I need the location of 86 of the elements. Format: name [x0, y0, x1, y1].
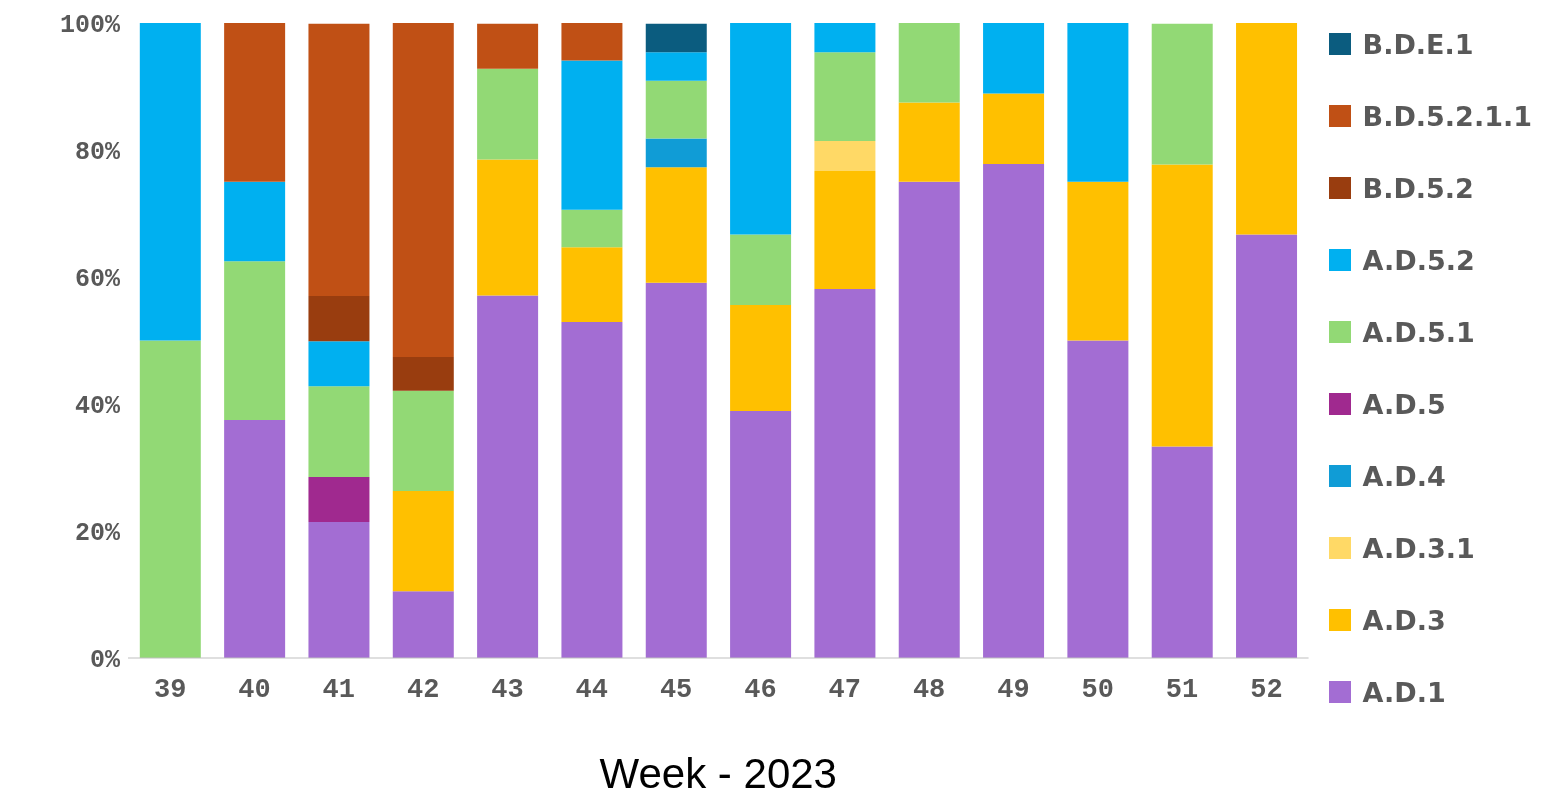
bar [1236, 234, 1298, 658]
legend-label: A.D.3.1 [1362, 532, 1475, 564]
bar [139, 23, 201, 341]
bar [730, 234, 792, 305]
legend-label: A.D.3 [1362, 604, 1446, 636]
bar [561, 209, 623, 248]
x-tick-label: 52 [1250, 675, 1283, 706]
x-tick-label: 39 [153, 675, 187, 706]
bar [561, 23, 623, 61]
bar [1236, 23, 1298, 235]
bar [645, 52, 707, 81]
y-tick-label: 60% [74, 264, 121, 294]
y-tick-label: 100% [59, 10, 121, 40]
x-tick-label: 46 [744, 675, 777, 706]
bar [730, 23, 792, 235]
bar [308, 522, 370, 658]
bar [814, 170, 876, 290]
bar [392, 23, 454, 358]
x-tick-label: 47 [828, 675, 861, 706]
x-tick-label: 44 [575, 675, 608, 706]
bar [898, 23, 960, 103]
bar [983, 93, 1045, 164]
legend-label: B.D.5.2 [1362, 172, 1474, 204]
bar [392, 491, 454, 592]
x-tick-label: 43 [491, 675, 524, 706]
x-tick-label: 50 [1081, 675, 1114, 706]
bar [392, 591, 454, 658]
y-tick-label: 20% [74, 518, 121, 548]
bar [1067, 23, 1129, 182]
bar [224, 419, 286, 658]
legend-label: B.D.E.1 [1362, 28, 1474, 60]
bar [898, 181, 960, 658]
bar [308, 386, 370, 478]
bar [561, 247, 623, 323]
x-tick-label: 49 [997, 675, 1030, 706]
bar [224, 181, 286, 262]
bar [139, 340, 201, 658]
bar [477, 159, 539, 296]
bar [224, 261, 286, 420]
legend-label: A.D.4 [1362, 460, 1446, 492]
y-tick-label: 0% [89, 645, 121, 675]
bar [224, 23, 286, 182]
legend-label: A.D.5.1 [1362, 316, 1475, 348]
bar [814, 23, 876, 53]
bar [645, 80, 707, 139]
bar [308, 477, 370, 523]
bar [645, 23, 707, 53]
legend-label: B.D.5.2.1.1 [1362, 100, 1532, 132]
x-tick-label: 42 [406, 675, 440, 706]
legend-label: A.D.5.2 [1362, 244, 1475, 276]
bar [477, 23, 539, 69]
bar [983, 23, 1045, 94]
bar [645, 167, 707, 283]
x-tick-label: 41 [322, 675, 356, 706]
bar [1151, 23, 1213, 165]
x-tick-label: 48 [912, 675, 946, 706]
bar [308, 23, 370, 297]
bar [1151, 164, 1213, 447]
y-tick-label: 40% [74, 391, 121, 421]
y-tick-label: 80% [74, 137, 121, 167]
legend-label: A.D.1 [1362, 676, 1446, 708]
bar [477, 68, 539, 160]
bar [1067, 340, 1129, 658]
bar [983, 163, 1045, 658]
bar [1151, 446, 1213, 658]
x-tick-label: 51 [1165, 675, 1199, 706]
bar [645, 138, 707, 168]
bar [392, 390, 454, 491]
bar [814, 141, 876, 171]
x-tick-label: 40 [238, 675, 271, 706]
bar [477, 295, 539, 658]
legend-label: A.D.5 [1362, 388, 1446, 420]
bar [730, 410, 792, 658]
bar [645, 282, 707, 658]
bar [730, 304, 792, 411]
bar [898, 102, 960, 182]
bar [392, 357, 454, 391]
bar [561, 60, 623, 210]
x-axis-title: Week - 2023 [599, 750, 837, 793]
bar [1067, 181, 1129, 341]
bar [814, 52, 876, 142]
bar [308, 296, 370, 342]
bar [308, 341, 370, 387]
bar [814, 289, 876, 658]
x-tick-label: 45 [659, 675, 693, 706]
bar [561, 322, 623, 658]
